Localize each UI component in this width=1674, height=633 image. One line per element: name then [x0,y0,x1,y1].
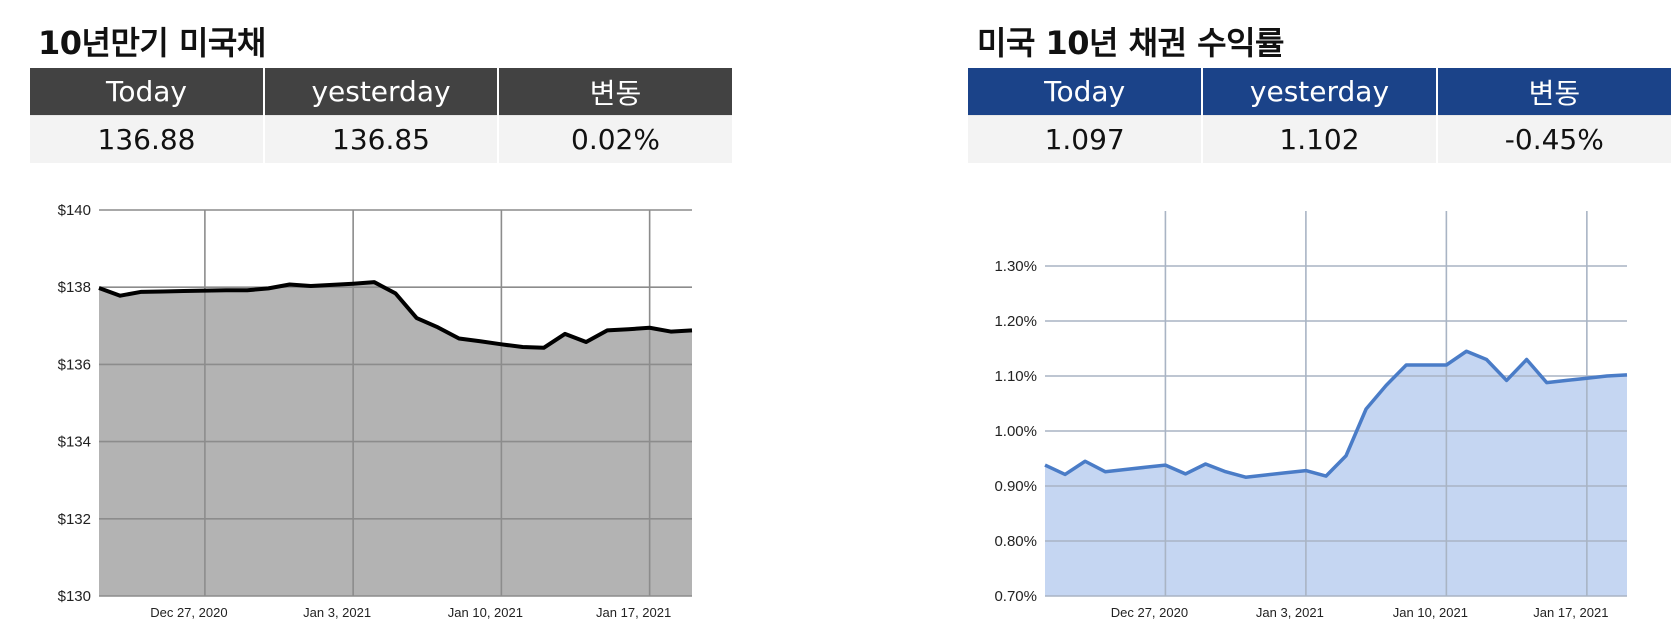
y-tick-label: $138 [58,279,91,296]
value-change: 0.02% [498,115,732,163]
bond-yield-chart: 0.70% 0.80% 0.90% 1.00% 1.10% 1.20% 1.30% Dec 2… [994,211,1628,620]
value-yesterday: 136.85 [264,115,499,163]
x-tick-label: Jan 3, 2021 [1256,605,1324,620]
y-tick-label: 0.80% [994,533,1037,550]
value-change: -0.45% [1436,115,1671,163]
quote-table: Today yesterday 변동 136.88 136.85 0.02% [30,68,732,163]
y-tick-label: $140 [58,202,91,219]
y-tick-label: 1.30% [994,258,1037,275]
quote-value-row: 1.097 1.102 -0.45% [968,115,1671,163]
x-tick-label: Jan 10, 2021 [1393,605,1468,620]
y-tick-label: 0.90% [994,478,1037,495]
x-tick-label: Jan 17, 2021 [596,605,671,620]
header-change: 변동 [498,68,732,116]
y-tick-label: 1.20% [994,313,1037,330]
bond-price-panel: 10년만기 미국채 Today yesterday 변동 136.88 136.… [30,24,732,620]
series-line [1044,349,1628,479]
header-change: 변동 [1436,68,1671,116]
quote-header-row: Today yesterday 변동 [968,68,1671,116]
header-yesterday: yesterday [1202,68,1438,116]
x-tick-label: Dec 27, 2020 [150,605,227,620]
value-today: 136.88 [30,115,265,163]
panel-title: 미국 10년 채권 수익률 [977,24,1284,62]
value-yesterday: 1.102 [1202,115,1438,163]
series-area [1045,351,1627,596]
y-tick-label: $134 [58,434,91,451]
series-area [99,282,692,596]
header-yesterday: yesterday [264,68,499,116]
quote-table: Today yesterday 변동 1.097 1.102 -0.45% [968,68,1671,163]
header-today: Today [30,68,265,116]
x-tick-label: Dec 27, 2020 [1111,605,1188,620]
y-tick-label: 1.00% [994,423,1037,440]
header-today: Today [968,68,1204,116]
y-tick-label: $132 [58,511,91,528]
quote-value-row: 136.88 136.85 0.02% [30,115,732,163]
bond-yield-panel: 미국 10년 채권 수익률 Today yesterday 변동 1.097 1… [938,0,1674,633]
quote-header-row: Today yesterday 변동 [30,68,732,116]
bond-price-chart: $130 $132 $134 $136 $138 $140 Dec 27, 2020 Jan … [58,202,693,620]
x-tick-label: Jan 10, 2021 [448,605,523,620]
panel-title: 10년만기 미국채 [38,24,266,62]
y-tick-label: $136 [58,356,91,373]
y-tick-label: 0.70% [994,588,1037,605]
series-line [98,280,693,350]
y-tick-label: $130 [58,588,91,605]
x-tick-label: Jan 3, 2021 [303,605,371,620]
y-tick-label: 1.10% [994,368,1037,385]
x-tick-label: Jan 17, 2021 [1533,605,1608,620]
value-today: 1.097 [968,115,1204,163]
